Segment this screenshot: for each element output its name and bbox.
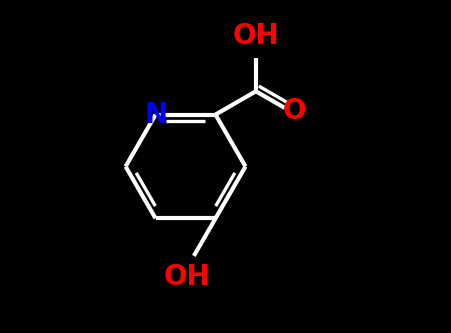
Text: OH: OH xyxy=(164,262,211,291)
Text: OH: OH xyxy=(233,22,279,50)
Text: O: O xyxy=(283,97,307,125)
Text: N: N xyxy=(144,101,167,129)
